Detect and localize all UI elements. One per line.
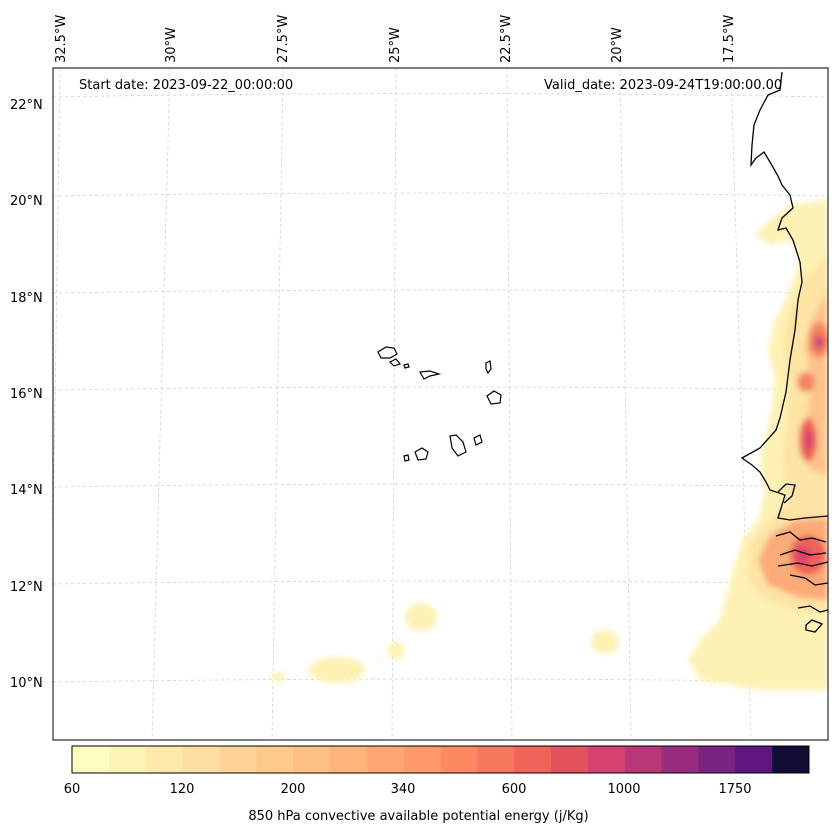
lon-label-25: 25°W [388, 27, 403, 63]
cape-cell-7 [805, 430, 813, 450]
cape-patch-c [388, 641, 404, 659]
cape-verde-islands [377, 346, 502, 462]
cape-patch-f [377, 657, 383, 661]
lat-label-14: 14°N [10, 483, 43, 498]
colorbar-swatch-140 [219, 746, 257, 773]
colorbar-tick-600: 600 [501, 782, 527, 797]
island-fogo [414, 447, 429, 461]
cape-cell-6 [814, 335, 824, 349]
map-frame [52, 67, 829, 741]
colorbar-swatch-400 [440, 746, 478, 773]
colorbar-swatch-480 [477, 746, 515, 773]
colorbar-swatch-60 [72, 746, 110, 773]
colorbar-swatch-800 [587, 746, 626, 773]
island-santo-antao [377, 346, 398, 359]
cape-patch-b [405, 603, 437, 631]
colorbar-swatch-340 [403, 746, 441, 773]
colorbar-swatch-1750 [735, 746, 773, 773]
cape-patch-e [591, 630, 619, 654]
colorbar-swatch-1500 [698, 746, 736, 773]
lat-label-22: 22°N [10, 98, 43, 113]
colorbar-swatch-1250 [661, 746, 699, 773]
colorbar-swatch-700 [551, 746, 589, 773]
africa-coastline [740, 71, 828, 521]
island-santiago [449, 434, 467, 457]
colorbar-swatch-240 [329, 746, 368, 773]
island-maio [473, 434, 483, 446]
lat-label-18: 18°N [10, 291, 43, 306]
lat-label-12: 12°N [10, 580, 43, 595]
lon-label-30: 30°W [164, 27, 179, 63]
lon-label-20: 20°W [610, 27, 625, 63]
valid-date-label: Valid_date: 2023-09-24T19:00:00.00 [544, 78, 783, 93]
colorbar-tick-60: 60 [63, 782, 81, 797]
colorbar-swatch-100 [145, 746, 184, 773]
colorbar-tick-1750: 1750 [718, 782, 752, 797]
island-sao-nicolau [419, 370, 442, 380]
colorbar-swatch-1000 [624, 746, 663, 773]
colorbar-swatch-280 [366, 746, 405, 773]
colorbar-tick-120: 120 [169, 782, 195, 797]
coastline [740, 71, 828, 633]
map-frame-background [53, 68, 828, 740]
colorbar [72, 746, 810, 773]
lon-label-27-5: 27.5°W [276, 14, 291, 63]
colorbar-label: 850 hPa convective available potential e… [248, 809, 589, 824]
start-date-label: Start date: 2023-09-22_00:00:00 [79, 78, 294, 93]
colorbar-swatch-200 [293, 746, 331, 773]
cape-patch-a [309, 657, 365, 683]
lat-label-16: 16°N [10, 387, 43, 402]
lat-label-20: 20°N [10, 194, 43, 209]
colorbar-tick-200: 200 [280, 782, 306, 797]
island-santa-luzia [403, 363, 410, 369]
island-sao-vicente [388, 358, 402, 367]
lon-label-32-5: 32.5°W [54, 14, 69, 63]
colorbar-swatch-600 [514, 746, 552, 773]
island-boa-vista [486, 390, 502, 405]
colorbar-swatch-2000 [772, 746, 810, 773]
colorbar-outline [71, 745, 810, 774]
cape-patch-d [271, 672, 285, 682]
cape-cell-2 [797, 372, 815, 392]
lon-label-17-5: 17.5°W [722, 14, 737, 63]
colorbar-swatch-160 [256, 746, 294, 773]
lon-label-22-5: 22.5°W [499, 14, 514, 63]
lat-label-10: 10°N [10, 676, 43, 691]
colorbar-swatch-80 [108, 746, 147, 773]
colorbar-swatch-120 [182, 746, 220, 773]
island-brava [403, 454, 410, 462]
colorbar-tick-1000: 1000 [607, 782, 641, 797]
gridlines [53, 68, 828, 740]
island-sal [485, 360, 492, 375]
colorbar-tick-340: 340 [390, 782, 416, 797]
